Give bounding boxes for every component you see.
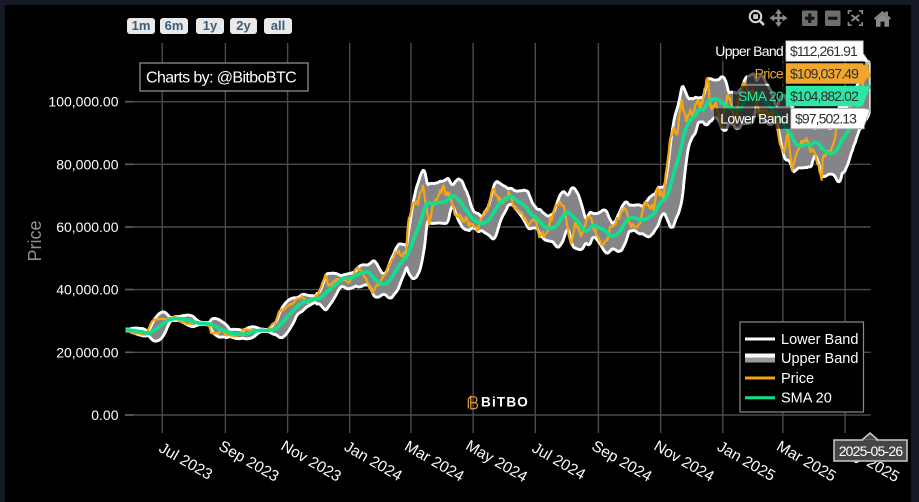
svg-text:60,000.00: 60,000.00 <box>56 219 118 235</box>
svg-text:$97,502.13: $97,502.13 <box>795 110 857 126</box>
svg-text:Upper Band: Upper Band <box>715 43 783 59</box>
svg-text:SMA 20: SMA 20 <box>781 391 832 407</box>
svg-text:20,000.00: 20,000.00 <box>56 344 118 360</box>
svg-text:Jan 2025: Jan 2025 <box>714 438 778 485</box>
svg-text:May 2024: May 2024 <box>463 437 531 486</box>
svg-text:Price: Price <box>755 66 784 82</box>
svg-text:Price: Price <box>25 220 45 261</box>
svg-text:$112,261.91: $112,261.91 <box>790 43 858 59</box>
svg-text:0.00: 0.00 <box>91 407 118 423</box>
svg-text:Lower Band: Lower Band <box>720 110 788 126</box>
svg-text:Mar 2024: Mar 2024 <box>402 438 468 486</box>
svg-text:Sep 2024: Sep 2024 <box>589 438 655 486</box>
svg-text:$109,037.49: $109,037.49 <box>790 66 859 82</box>
svg-text:Mar 2025: Mar 2025 <box>774 438 839 485</box>
svg-text:Jul 2024: Jul 2024 <box>529 440 589 484</box>
svg-text:Upper Band: Upper Band <box>781 351 858 367</box>
svg-text:Sep 2023: Sep 2023 <box>216 438 282 486</box>
svg-text:Jan 2024: Jan 2024 <box>341 438 405 485</box>
svg-text:Lower Band: Lower Band <box>781 332 858 348</box>
svg-text:SMA 20: SMA 20 <box>738 88 784 104</box>
svg-text:100,000.00: 100,000.00 <box>48 94 118 110</box>
svg-text:80,000.00: 80,000.00 <box>56 156 118 172</box>
svg-text:Jul 2023: Jul 2023 <box>156 440 215 484</box>
svg-text:Nov 2023: Nov 2023 <box>278 438 344 486</box>
svg-text:Charts by: @BitboBTC: Charts by: @BitboBTC <box>146 70 296 87</box>
svg-text:2025-05-26: 2025-05-26 <box>839 443 904 459</box>
svg-text:40,000.00: 40,000.00 <box>56 282 118 298</box>
svg-text:$104,882.02: $104,882.02 <box>790 88 859 104</box>
svg-text:Price: Price <box>781 371 814 387</box>
svg-text:BiTBO: BiTBO <box>481 395 529 410</box>
svg-text:Nov 2024: Nov 2024 <box>651 438 717 486</box>
